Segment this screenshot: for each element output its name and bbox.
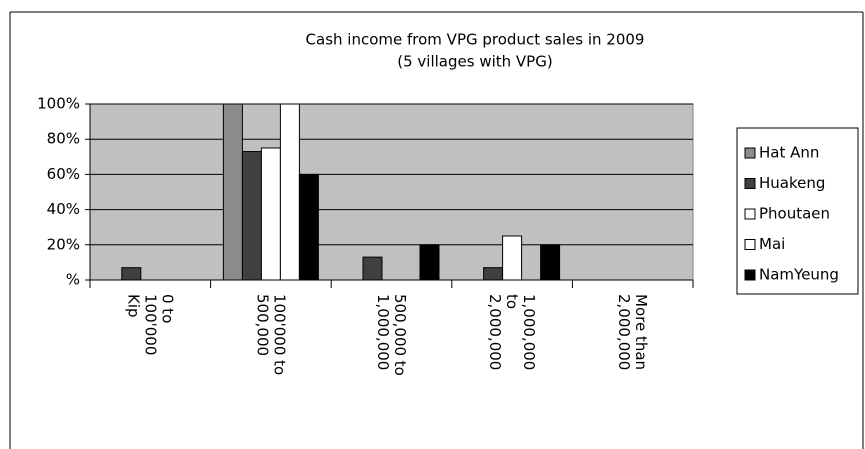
x-tick-label-line: 100'000 to xyxy=(271,294,289,375)
legend-swatch xyxy=(744,208,756,220)
x-tick-label: 0 to100'000Kip xyxy=(125,294,177,355)
y-tick-label: 80% xyxy=(47,130,80,148)
x-tick-label-line: to xyxy=(504,294,522,309)
bar xyxy=(279,103,300,281)
legend-label: Hat Ann xyxy=(759,144,819,162)
legend-swatch xyxy=(744,269,756,281)
bar xyxy=(502,235,523,281)
bar xyxy=(362,256,383,281)
x-tick-label-line: More than xyxy=(633,294,651,370)
bar xyxy=(121,267,142,281)
x-tick-label: 500,000 to1,000,000 xyxy=(375,294,410,376)
legend-box xyxy=(736,127,859,295)
x-tick-label-line: Kip xyxy=(125,294,143,318)
x-tick-label: 1,000,000to2,000,000 xyxy=(487,294,539,370)
x-tick-label: 100'000 to500,000 xyxy=(254,294,289,375)
x-tick-label-line: 100'000 xyxy=(142,294,160,355)
bar xyxy=(483,267,504,281)
x-tick-label-line: 500,000 to xyxy=(392,294,410,376)
plot-area xyxy=(89,103,694,281)
chart-subtitle: (5 villages with VPG) xyxy=(397,53,552,71)
y-tick-label: 60% xyxy=(47,165,80,183)
bar xyxy=(298,173,319,281)
bar xyxy=(260,147,281,281)
y-tick-label: 20% xyxy=(47,235,80,253)
legend-label: Mai xyxy=(759,235,785,253)
bar xyxy=(222,103,243,281)
x-tick-label-line: 1,000,000 xyxy=(521,294,539,370)
legend-label: Huakeng xyxy=(759,174,825,192)
bar xyxy=(241,151,262,281)
y-tick-label: % xyxy=(66,271,80,289)
legend-label: Phoutaen xyxy=(759,205,830,223)
chart-title: Cash income from VPG product sales in 20… xyxy=(306,31,645,49)
legend-swatch xyxy=(744,178,756,189)
x-tick-label-line: 0 to xyxy=(159,294,177,323)
x-tick-label-line: 500,000 xyxy=(254,294,272,356)
legend-swatch xyxy=(744,239,756,250)
x-tick-label-line: 1,000,000 xyxy=(375,294,393,370)
y-tick-label: 40% xyxy=(47,200,80,218)
y-tick-label: 100% xyxy=(37,95,80,113)
bar xyxy=(540,244,561,281)
legend-label: NamYeung xyxy=(759,266,839,284)
bar xyxy=(419,244,440,281)
x-tick-label: More than2,000,000 xyxy=(616,294,651,370)
legend-swatch xyxy=(744,147,756,159)
x-tick-label-line: 2,000,000 xyxy=(487,294,505,370)
x-tick-label-line: 2,000,000 xyxy=(616,294,634,370)
